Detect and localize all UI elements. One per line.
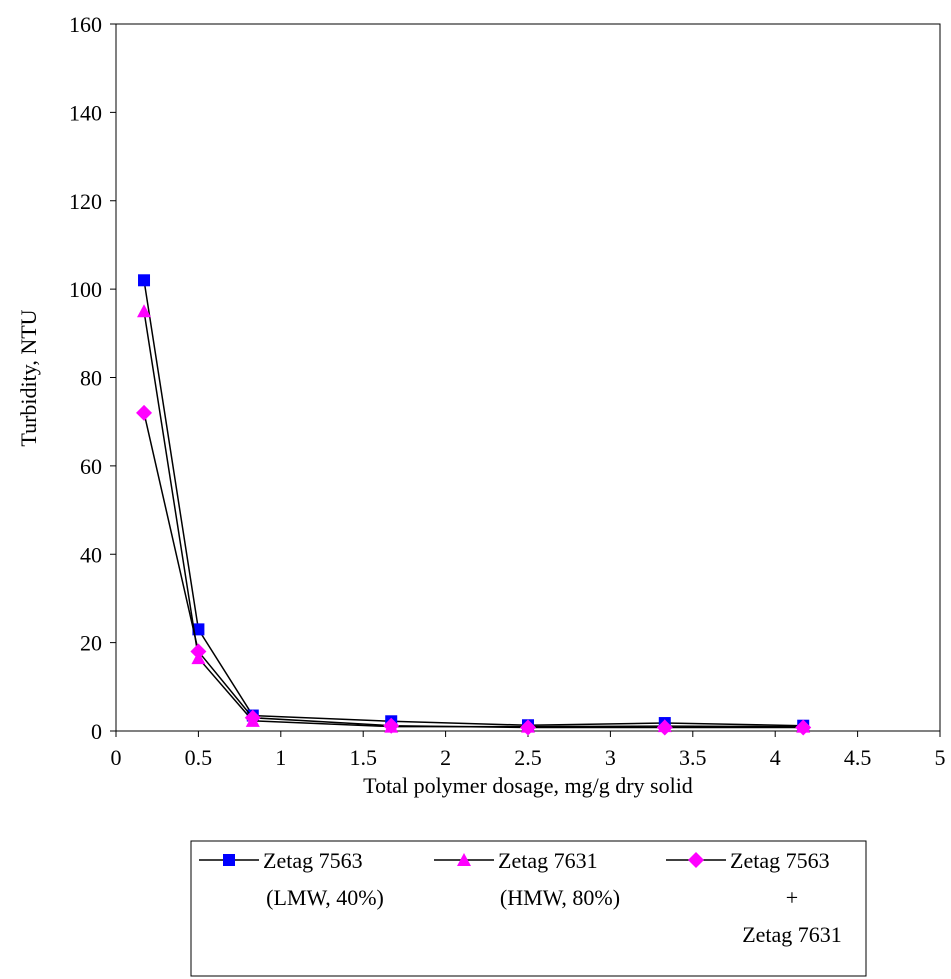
data-point-diamond <box>795 719 812 736</box>
plot-frame <box>115 23 941 732</box>
series-layer <box>136 274 812 736</box>
x-tick-label: 3.5 <box>679 745 707 770</box>
legend-label: Zetag 7563 <box>730 848 830 873</box>
y-tick-label: 140 <box>69 100 102 125</box>
y-tick-label: 80 <box>80 366 102 391</box>
legend-marker-diamond <box>688 852 704 868</box>
x-axis-title: Total polymer dosage, mg/g dry solid <box>363 773 693 798</box>
legend-label: Zetag 7631 <box>742 922 842 947</box>
plot-area <box>115 23 941 732</box>
data-point-diamond <box>383 717 400 734</box>
y-tick-label: 160 <box>69 12 102 37</box>
data-point-diamond <box>520 719 536 736</box>
y-axis-title: Turbidity, NTU <box>16 309 41 446</box>
y-tick-label: 120 <box>69 189 102 214</box>
legend: Zetag 7563 (LMW, 40%) Zetag 7631 (HMW, 80%)… <box>190 840 867 977</box>
legend-label: + <box>786 885 798 910</box>
data-point-square <box>192 623 205 636</box>
x-tick-label: 2.5 <box>514 745 542 770</box>
y-tick-label: 20 <box>80 631 102 656</box>
series-3 <box>136 404 812 736</box>
x-tick-label: 1 <box>275 745 286 770</box>
legend-label: (HMW, 80%) <box>500 885 620 910</box>
x-tick-label: 4.5 <box>844 745 872 770</box>
series-line <box>143 280 804 727</box>
legend-label: Zetag 7563 <box>263 848 363 873</box>
x-tick-label: 0.5 <box>185 745 213 770</box>
series-line <box>143 311 804 728</box>
legend-marker-triangle <box>457 853 471 866</box>
x-tick-label: 1.5 <box>349 745 377 770</box>
data-point-diamond <box>190 643 207 660</box>
data-point-square <box>138 274 151 287</box>
x-tick-label: 5 <box>935 745 946 770</box>
x-tick-label: 3 <box>605 745 616 770</box>
legend-marker-square <box>223 854 235 866</box>
y-tick-label: 40 <box>80 542 102 567</box>
data-point-diamond <box>244 709 261 726</box>
data-point-diamond <box>656 719 673 736</box>
series-line <box>143 412 804 729</box>
legend-item: Zetag 7563 + Zetag 7631 <box>666 848 842 947</box>
legend-box <box>190 840 867 977</box>
legend-label: Zetag 7631 <box>498 848 598 873</box>
y-tick-label: 60 <box>80 454 102 479</box>
x-tick-label: 4 <box>770 745 781 770</box>
legend-item: Zetag 7563 (LMW, 40%) <box>199 848 384 910</box>
series-2 <box>137 304 811 733</box>
y-tick-label: 0 <box>91 719 102 744</box>
x-axis: 0 0.5 1 1.5 2 2.5 3 3.5 4 4.5 5 <box>111 731 946 770</box>
data-point-diamond <box>136 404 153 421</box>
y-axis: 0 20 40 60 80 100 120 140 160 <box>69 12 116 744</box>
legend-label: (LMW, 40%) <box>266 885 384 910</box>
y-tick-label: 100 <box>69 277 102 302</box>
x-tick-label: 0 <box>111 745 122 770</box>
series-1 <box>138 274 810 732</box>
x-tick-label: 2 <box>440 745 451 770</box>
legend-item: Zetag 7631 (HMW, 80%) <box>434 848 620 910</box>
data-point-triangle <box>137 304 152 318</box>
